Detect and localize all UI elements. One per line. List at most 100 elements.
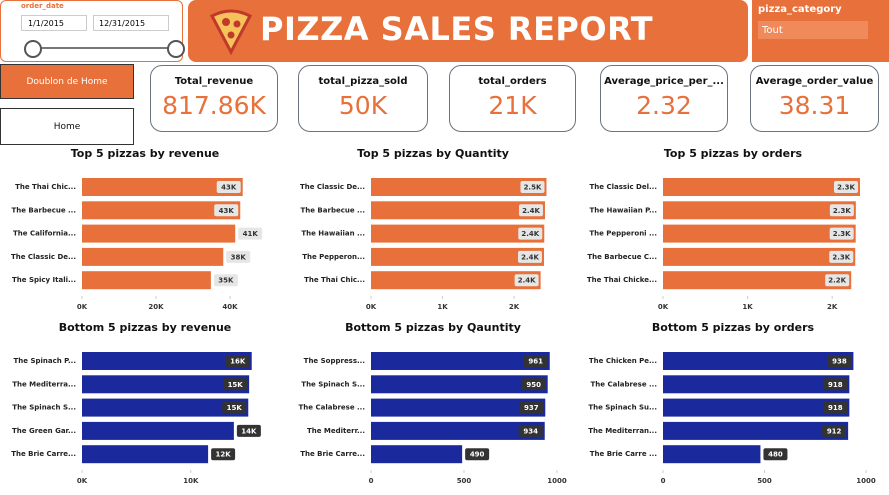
value-label-bg xyxy=(514,274,539,287)
category-label: The Classic De... xyxy=(300,183,365,191)
nav-button[interactable]: Doublon de Home xyxy=(0,64,134,99)
category-label: The Barbecue ... xyxy=(11,206,76,214)
value-label-bg xyxy=(823,378,848,391)
category-label: The Hawaiian ... xyxy=(301,230,365,238)
bar xyxy=(371,375,548,394)
slider-handle[interactable] xyxy=(24,40,42,58)
x-tick-label: 10K xyxy=(183,477,199,485)
value-label: 918 xyxy=(828,381,843,389)
slider-handle[interactable] xyxy=(167,40,185,58)
bar xyxy=(663,224,856,243)
value-label-bg xyxy=(518,204,543,217)
value-label: 2.4K xyxy=(521,253,539,261)
bar xyxy=(663,375,850,394)
x-tick-label: 2K xyxy=(827,303,838,311)
card-value: 38.31 xyxy=(778,91,851,120)
x-tick-label: 0K xyxy=(77,303,88,311)
bar xyxy=(663,271,852,290)
bar xyxy=(663,445,761,464)
category-label: The Green Gar... xyxy=(12,427,76,435)
x-tick-label: 0 xyxy=(369,477,374,485)
bar xyxy=(663,178,860,196)
header-banner: PIZZA SALES REPORT xyxy=(188,0,748,62)
card-value: 50K xyxy=(338,91,388,120)
card-value: 21K xyxy=(488,91,537,120)
value-label-bg xyxy=(829,227,854,240)
bar xyxy=(663,201,856,220)
nav-button[interactable]: Home xyxy=(0,108,134,145)
category-label: The Chicken Pe... xyxy=(589,357,657,365)
value-label-bg xyxy=(222,401,247,414)
x-tick-label: 1000 xyxy=(547,477,567,485)
value-label: 480 xyxy=(768,451,783,459)
x-tick-label: 500 xyxy=(457,477,472,485)
category-label: The Calabrese ... xyxy=(299,404,365,412)
card-label: Average_order_value xyxy=(755,76,874,87)
chart-title: Top 5 pizzas by Quantity xyxy=(357,147,509,160)
value-label-bg xyxy=(211,448,236,461)
value-label-bg xyxy=(763,448,788,461)
card-value: 817.86K xyxy=(162,91,266,120)
value-label-bg xyxy=(825,274,850,287)
x-tick-label: 20K xyxy=(148,303,164,311)
category-label: The Classic Del... xyxy=(590,183,657,191)
kpi-card: Average_order_value 38.31 xyxy=(750,65,879,132)
value-label: 41K xyxy=(243,230,259,238)
card-label: Average_price_per_... xyxy=(604,76,724,87)
slider-track xyxy=(31,47,175,49)
category-label: The Brie Carre ... xyxy=(590,450,657,458)
end-date[interactable]: 12/31/2015 xyxy=(93,15,169,31)
value-label: 2.4K xyxy=(518,277,536,285)
bar xyxy=(82,352,252,370)
value-label: 15K xyxy=(227,404,243,412)
value-label: 912 xyxy=(827,427,842,435)
date-slicer[interactable]: order_date 1/1/2015 12/31/2015 xyxy=(0,0,185,62)
category-label: The Pepperoni ... xyxy=(589,230,657,238)
x-tick-label: 1000 xyxy=(856,477,876,485)
value-label-bg xyxy=(238,227,263,240)
bar xyxy=(371,398,546,417)
value-label-bg xyxy=(520,181,545,193)
bar xyxy=(663,247,856,266)
x-tick-label: 40K xyxy=(222,303,238,311)
bar xyxy=(82,375,250,394)
value-label-bg xyxy=(833,181,858,193)
bar xyxy=(663,352,854,370)
start-date[interactable]: 1/1/2015 xyxy=(21,15,87,31)
value-label: 2.3K xyxy=(833,207,851,215)
value-label-bg xyxy=(521,378,546,391)
value-label-bg xyxy=(216,181,241,193)
card-value: 2.32 xyxy=(636,91,692,120)
pizza-icon xyxy=(209,9,253,56)
value-label: 2.5K xyxy=(524,184,542,192)
value-label: 14K xyxy=(241,427,257,435)
category-label: The Soppress... xyxy=(304,357,365,365)
category-dropdown[interactable]: Tout xyxy=(758,21,868,39)
value-label-bg xyxy=(236,424,261,437)
chart-title: Top 5 pizzas by orders xyxy=(664,147,803,160)
category-label: The Barbecue C... xyxy=(587,253,657,261)
value-label-bg xyxy=(226,250,251,263)
kpi-card: total_orders 21K xyxy=(449,65,576,132)
x-tick-label: 1K xyxy=(742,303,753,311)
card-label: total_orders xyxy=(478,76,547,87)
category-label: The Thai Chic... xyxy=(15,183,76,191)
bar xyxy=(371,352,550,370)
bar xyxy=(82,445,209,464)
x-tick-label: 0K xyxy=(77,477,88,485)
slicer-title: pizza_category xyxy=(758,4,842,15)
value-label-bg xyxy=(465,448,490,461)
chart-title: Bottom 5 pizzas by revenue xyxy=(59,321,232,334)
value-label-bg xyxy=(225,355,250,367)
value-label: 2.2K xyxy=(828,277,846,285)
x-tick-label: 1K xyxy=(437,303,448,311)
card-label: Total_revenue xyxy=(174,76,254,87)
category-slicer[interactable]: pizza_category Tout xyxy=(752,0,889,62)
bar xyxy=(82,271,211,290)
x-tick-label: 0 xyxy=(661,477,666,485)
category-label: The Mediterra... xyxy=(12,380,76,388)
value-label-bg xyxy=(519,401,544,414)
value-label-bg xyxy=(829,250,854,263)
value-label: 2.3K xyxy=(832,253,850,261)
bar xyxy=(371,421,545,440)
